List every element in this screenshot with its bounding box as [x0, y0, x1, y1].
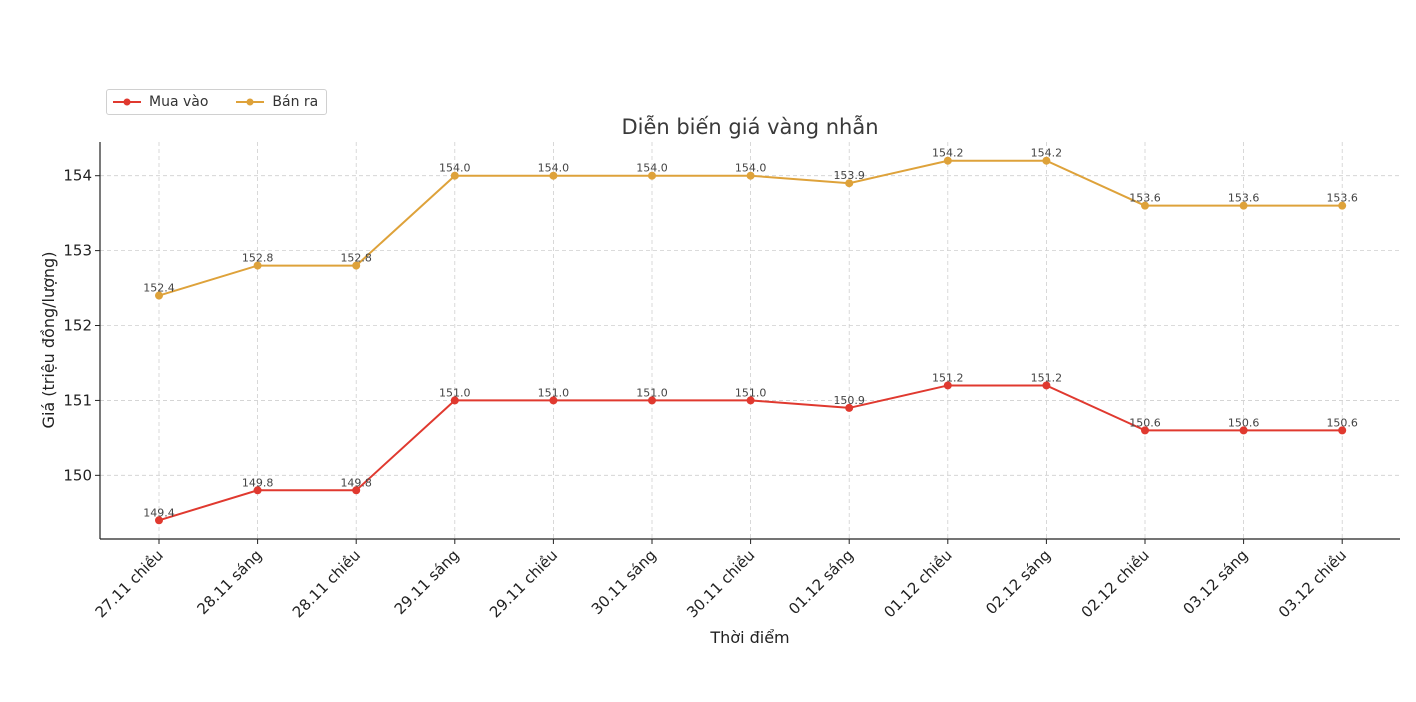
data-label: 151.0 [538, 386, 570, 399]
data-label: 149.8 [242, 476, 274, 489]
data-label: 151.2 [932, 371, 964, 384]
data-point [450, 171, 459, 180]
data-label: 150.6 [1129, 416, 1161, 429]
data-point [648, 396, 656, 405]
data-point [1338, 201, 1347, 210]
data-point [253, 261, 262, 270]
y-axis-label: Giá (triệu đồng/lượng) [39, 252, 58, 429]
y-tick-label: 153 [63, 242, 92, 260]
x-tick-label: 30.11 sáng [588, 546, 660, 618]
x-tick-label: 29.11 chiều [486, 546, 561, 621]
data-label: 150.6 [1228, 416, 1260, 429]
x-tick-label: 29.11 sáng [391, 546, 463, 618]
x-tick-label: 30.11 chiều [683, 546, 758, 621]
data-label: 153.6 [1129, 192, 1161, 205]
chart-legend: Mua vào Bán ra [106, 89, 328, 115]
data-point [943, 381, 952, 390]
legend-label-ban-ra: Bán ra [272, 94, 319, 110]
legend-item-mua-vao: Mua vào [113, 94, 208, 110]
data-label: 154.2 [1031, 147, 1063, 160]
data-point [352, 486, 361, 495]
data-point [253, 486, 262, 495]
data-point [1338, 426, 1347, 435]
x-tick-label: 03.12 sáng [1179, 546, 1251, 618]
data-point [845, 179, 854, 188]
x-tick-label: 28.11 chiều [289, 546, 364, 621]
data-label: 151.0 [636, 386, 668, 399]
data-point [450, 396, 459, 405]
data-label: 151.0 [439, 386, 471, 399]
y-tick-label: 152 [63, 317, 92, 335]
data-label: 151.2 [1031, 371, 1063, 384]
data-point [549, 396, 558, 405]
data-point [155, 291, 163, 300]
data-point [352, 261, 361, 270]
data-label: 153.9 [833, 169, 865, 182]
x-tick-label: 27.11 chiều [92, 546, 167, 621]
data-label: 152.8 [242, 252, 274, 265]
data-point [845, 403, 854, 412]
x-tick-label: 03.12 chiều [1275, 546, 1350, 621]
x-tick-label: 28.11 sáng [193, 546, 265, 618]
data-label: 154.0 [439, 162, 471, 175]
data-point [1042, 156, 1051, 165]
y-tick-label: 154 [63, 167, 92, 185]
data-point [648, 171, 656, 180]
y-tick-label: 150 [63, 466, 92, 484]
data-label: 154.0 [735, 162, 767, 175]
data-point [943, 156, 952, 165]
data-label: 149.4 [143, 506, 175, 519]
data-point [1141, 201, 1149, 210]
data-label: 154.0 [538, 162, 570, 175]
x-axis-label: Thời điểm [709, 628, 789, 647]
x-tick-label: 02.12 sáng [982, 546, 1054, 618]
data-label: 153.6 [1326, 192, 1358, 205]
data-point [549, 171, 558, 180]
data-label: 151.0 [735, 386, 767, 399]
data-point [1239, 426, 1248, 435]
data-point [746, 396, 755, 405]
x-tick-label: 02.12 chiều [1078, 546, 1153, 621]
data-label: 150.9 [833, 394, 865, 407]
data-label: 154.0 [636, 162, 668, 175]
data-label: 154.2 [932, 147, 964, 160]
data-label: 152.4 [143, 282, 175, 295]
data-label: 153.6 [1228, 192, 1260, 205]
data-label: 150.6 [1326, 416, 1358, 429]
data-label: 149.8 [340, 476, 372, 489]
legend-label-mua-vao: Mua vào [149, 94, 209, 110]
legend-swatch-mua-vao [113, 98, 141, 106]
x-tick-label: 01.12 chiều [880, 546, 955, 621]
chart-title: Diễn biến giá vàng nhẫn [621, 114, 878, 139]
legend-item-ban-ra: Bán ra [236, 94, 318, 110]
data-point [155, 516, 163, 525]
data-point [1239, 201, 1248, 210]
legend-swatch-ban-ra [236, 98, 265, 106]
y-tick-label: 151 [63, 391, 92, 409]
data-point [1141, 426, 1149, 435]
data-label: 152.8 [340, 252, 372, 265]
data-point [746, 171, 755, 180]
x-tick-label: 01.12 sáng [785, 546, 857, 618]
data-point [1042, 381, 1051, 390]
